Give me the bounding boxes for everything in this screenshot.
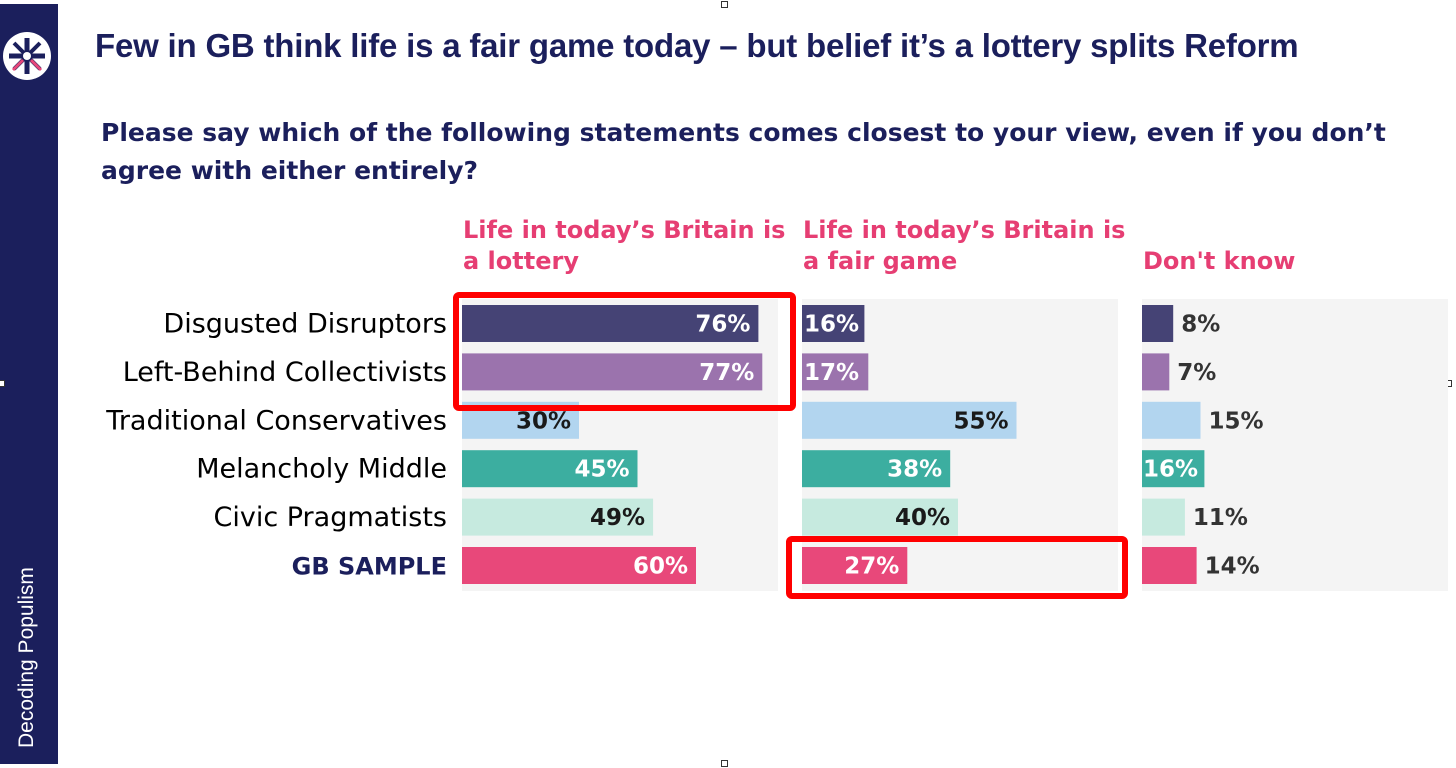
bar — [802, 353, 869, 391]
page-title: Few in GB think life is a fair game toda… — [95, 27, 1299, 64]
value-label: 30% — [516, 408, 571, 434]
bar — [1142, 401, 1201, 439]
value-label: 38% — [887, 457, 942, 483]
value-label: 8% — [1181, 312, 1220, 338]
sidebar: Decoding Populism — [0, 4, 58, 764]
highlight-box-fair-game — [786, 536, 1128, 599]
highlight-box-lottery — [453, 292, 796, 411]
value-label: 27% — [844, 554, 899, 580]
panel-bg-3 — [1142, 299, 1448, 591]
value-label: 17% — [804, 360, 859, 386]
column-header-3: Don't know — [1143, 247, 1295, 275]
resize-handle-bottom[interactable] — [721, 760, 728, 767]
bar — [1142, 353, 1170, 391]
bar — [1142, 450, 1205, 488]
bar — [802, 498, 958, 536]
value-label: 77% — [699, 360, 754, 386]
bar — [462, 450, 638, 488]
row-label: GB SAMPLE — [292, 553, 447, 581]
bar — [802, 305, 865, 342]
bar — [1142, 498, 1185, 536]
value-label: 15% — [1209, 408, 1264, 434]
value-label: 40% — [895, 505, 950, 531]
row-label: Traditional Conservatives — [105, 405, 447, 436]
value-label: 45% — [574, 457, 629, 483]
row-label: Civic Pragmatists — [213, 502, 447, 533]
column-header-2: Life in today’s Britain is a fair game — [803, 216, 1125, 275]
bar — [462, 547, 696, 584]
bar — [462, 353, 763, 391]
panel-bg-1 — [462, 299, 778, 591]
row-label: Disgusted Disruptors — [163, 309, 447, 340]
union-jack-logo-icon — [3, 32, 51, 80]
value-label: 55% — [953, 408, 1008, 434]
column-header-1: Life in today’s Britain is a lottery — [463, 216, 785, 275]
value-label: 16% — [804, 312, 859, 338]
bar — [462, 498, 654, 536]
bar — [1142, 547, 1197, 584]
value-label: 16% — [1143, 457, 1198, 483]
value-label: 14% — [1205, 554, 1260, 580]
bar — [802, 450, 951, 488]
resize-handle-top[interactable] — [721, 1, 728, 8]
value-label: 76% — [695, 312, 750, 338]
value-label: 7% — [1177, 360, 1216, 386]
row-label: Melancholy Middle — [196, 454, 447, 485]
resize-handle-left[interactable] — [0, 380, 5, 387]
value-label: 60% — [633, 554, 688, 580]
bar — [462, 305, 759, 342]
panel-bg-2 — [802, 299, 1118, 591]
bar — [1142, 305, 1174, 342]
value-label: 11% — [1193, 505, 1248, 531]
value-label: 49% — [590, 505, 645, 531]
bar — [802, 547, 908, 584]
survey-question: Please say which of the following statem… — [101, 118, 1386, 185]
bar — [802, 401, 1017, 439]
row-label: Left-Behind Collectivists — [123, 357, 447, 388]
